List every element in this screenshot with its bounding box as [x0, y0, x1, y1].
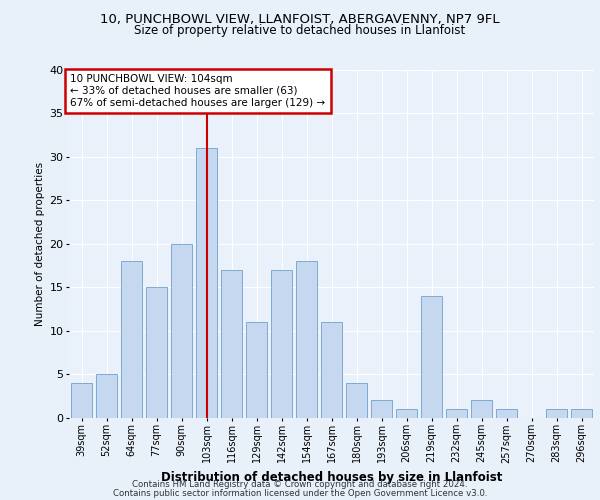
Text: Contains public sector information licensed under the Open Government Licence v3: Contains public sector information licen…: [113, 488, 487, 498]
Bar: [396, 409, 417, 418]
Text: 10, PUNCHBOWL VIEW, LLANFOIST, ABERGAVENNY, NP7 9FL: 10, PUNCHBOWL VIEW, LLANFOIST, ABERGAVEN…: [100, 13, 500, 26]
Bar: [271, 270, 292, 418]
Bar: [421, 296, 442, 418]
Bar: [346, 383, 367, 418]
Bar: [71, 383, 92, 418]
Text: Contains HM Land Registry data © Crown copyright and database right 2024.: Contains HM Land Registry data © Crown c…: [132, 480, 468, 489]
Bar: [246, 322, 267, 418]
Bar: [546, 409, 567, 418]
Bar: [321, 322, 342, 418]
Bar: [571, 409, 592, 418]
Bar: [296, 261, 317, 418]
X-axis label: Distribution of detached houses by size in Llanfoist: Distribution of detached houses by size …: [161, 471, 502, 484]
Bar: [471, 400, 492, 417]
Bar: [221, 270, 242, 418]
Bar: [496, 409, 517, 418]
Bar: [446, 409, 467, 418]
Bar: [146, 287, 167, 418]
Bar: [371, 400, 392, 417]
Y-axis label: Number of detached properties: Number of detached properties: [35, 162, 45, 326]
Text: 10 PUNCHBOWL VIEW: 104sqm
← 33% of detached houses are smaller (63)
67% of semi-: 10 PUNCHBOWL VIEW: 104sqm ← 33% of detac…: [70, 74, 325, 108]
Bar: [196, 148, 217, 417]
Bar: [96, 374, 117, 418]
Bar: [121, 261, 142, 418]
Bar: [171, 244, 192, 418]
Text: Size of property relative to detached houses in Llanfoist: Size of property relative to detached ho…: [134, 24, 466, 37]
